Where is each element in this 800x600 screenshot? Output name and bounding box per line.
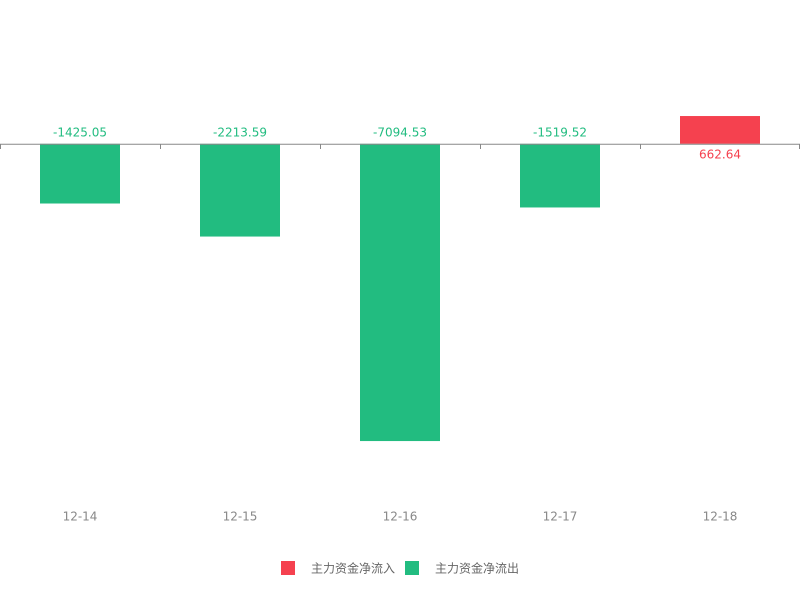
data-label: -2213.59 <box>213 125 267 139</box>
bar <box>360 143 440 442</box>
bar <box>40 143 120 204</box>
x-tick-label: 12-18 <box>703 510 738 524</box>
legend-label: 主力资金净流入 <box>311 561 395 576</box>
legend-swatch <box>281 561 295 575</box>
bar <box>520 143 600 208</box>
data-label: -1425.05 <box>53 125 107 139</box>
legend-swatch <box>405 561 419 575</box>
bar <box>680 116 760 144</box>
x-tick-label: 12-15 <box>223 510 258 524</box>
x-tick-label: 12-16 <box>383 510 418 524</box>
legend-label: 主力资金净流出 <box>435 561 519 576</box>
x-tick-label: 12-14 <box>63 510 98 524</box>
data-label: -1519.52 <box>533 125 587 139</box>
data-label: 662.64 <box>699 147 741 161</box>
data-label: -7094.53 <box>373 125 427 139</box>
bar <box>200 143 280 237</box>
x-tick-label: 12-17 <box>543 510 578 524</box>
